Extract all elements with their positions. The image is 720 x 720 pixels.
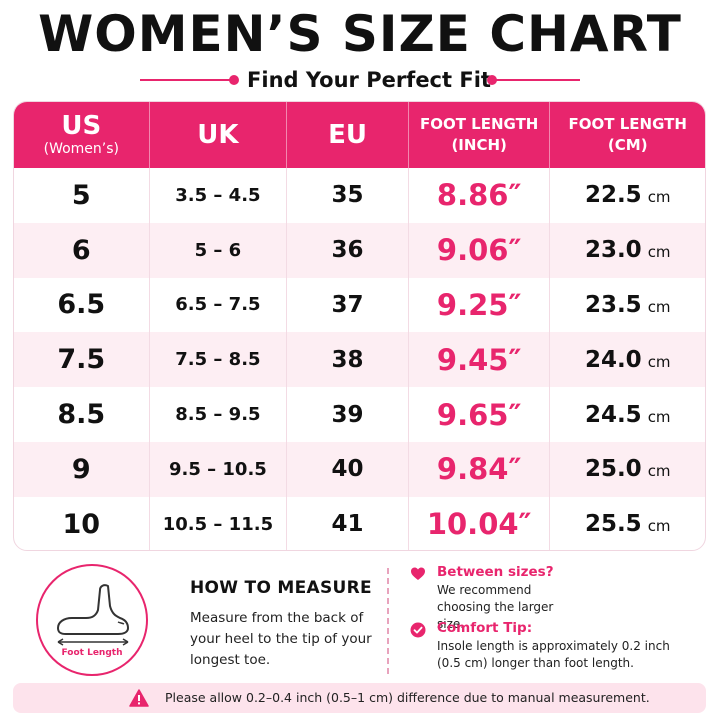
cell-us: 6	[14, 222, 150, 278]
cell-us: 10	[14, 496, 150, 550]
header-cm-line2: (CM)	[607, 136, 648, 154]
cell-cm: 23.0 cm	[550, 223, 705, 278]
table-row: 10 10.5 – 11.5 41 10.04″ 25.5 cm	[14, 496, 705, 550]
cell-us: 9	[14, 441, 150, 497]
heart-icon	[411, 567, 425, 580]
cm-value: 25.5	[584, 511, 642, 538]
measurement-notice: Please allow 0.2–0.4 inch (0.5–1 cm) dif…	[13, 683, 706, 713]
table-row: 7.5 7.5 – 8.5 38 9.45″ 24.0 cm	[14, 332, 705, 388]
cell-cm: 23.5 cm	[550, 278, 705, 333]
size-table: US (Women’s) UK EU FOOT LENGTH (INCH) FO…	[13, 101, 706, 551]
header-us: US (Women’s)	[14, 102, 150, 168]
section-divider	[387, 568, 389, 674]
table-header: US (Women’s) UK EU FOOT LENGTH (INCH) FO…	[14, 102, 705, 168]
page-subtitle: Find Your Perfect Fit	[247, 68, 491, 92]
header-inch-line2: (INCH)	[451, 136, 507, 154]
foot-outline-icon	[57, 584, 129, 646]
cell-uk: 9.5 – 10.5	[150, 441, 288, 497]
table-row: 9 9.5 – 10.5 40 9.84″ 25.0 cm	[14, 441, 705, 497]
cell-eu: 36	[287, 222, 409, 278]
subtitle-divider-right	[494, 79, 580, 81]
warning-icon	[129, 689, 149, 707]
cell-cm: 24.0 cm	[550, 332, 705, 387]
cm-unit: cm	[647, 297, 671, 316]
table-row: 5 3.5 – 4.5 35 8.86″ 22.5 cm	[14, 168, 705, 223]
cm-unit: cm	[647, 407, 671, 426]
cm-unit: cm	[647, 517, 671, 536]
cell-eu: 38	[287, 332, 409, 388]
cell-uk: 8.5 – 9.5	[150, 387, 288, 442]
cm-unit: cm	[647, 188, 671, 207]
table-row: 8.5 8.5 – 9.5 39 9.65″ 24.5 cm	[14, 387, 705, 442]
cell-cm: 22.5 cm	[550, 168, 705, 223]
tip-text: We recommend choosing the larger size.	[437, 583, 554, 631]
tip-text: Insole length is approximately 0.2 inch …	[437, 639, 670, 670]
cell-eu: 35	[287, 168, 409, 223]
cm-unit: cm	[647, 243, 671, 262]
how-to-measure-text: Measure from the back of your heel to th…	[190, 610, 372, 668]
header-eu: EU	[287, 102, 409, 168]
cell-eu: 41	[287, 496, 409, 550]
header-us-label: US	[61, 111, 102, 141]
subtitle-dot-right	[487, 75, 497, 85]
how-to-measure-title: HOW TO MEASURE	[190, 578, 372, 598]
foot-measure-illustration: Foot Length	[36, 564, 148, 676]
cm-value: 24.5	[584, 401, 642, 428]
how-to-measure-section: Foot Length HOW TO MEASURE Measure from …	[0, 556, 720, 682]
header-inch-line1: FOOT LENGTH	[419, 115, 539, 133]
cell-us: 7.5	[14, 332, 150, 388]
header-uk: UK	[150, 102, 288, 168]
cm-value: 25.0	[584, 456, 642, 483]
cell-us: 6.5	[14, 277, 150, 333]
cell-uk: 6.5 – 7.5	[150, 277, 288, 333]
header-uk-label: UK	[197, 120, 239, 150]
foot-length-label: Foot Length	[61, 648, 123, 658]
header-cm-line1: FOOT LENGTH	[568, 115, 687, 133]
cell-inch: 10.04″	[409, 496, 551, 550]
table-row: 6 5 – 6 36 9.06″ 23.0 cm	[14, 222, 705, 278]
cell-us: 8.5	[14, 387, 150, 442]
cell-eu: 39	[287, 387, 409, 442]
cell-us: 5	[14, 168, 150, 223]
header-foot-length-cm: FOOT LENGTH (CM)	[550, 102, 705, 168]
cell-inch: 9.25″	[409, 277, 551, 333]
cm-value: 23.5	[584, 291, 642, 318]
cell-cm: 25.5 cm	[550, 497, 705, 550]
header-eu-label: EU	[328, 120, 367, 150]
cell-uk: 10.5 – 11.5	[150, 496, 288, 550]
cell-eu: 37	[287, 277, 409, 333]
table-row: 6.5 6.5 – 7.5 37 9.25″ 23.5 cm	[14, 277, 705, 333]
cell-inch: 8.86″	[409, 168, 551, 223]
notice-text: Please allow 0.2–0.4 inch (0.5–1 cm) dif…	[165, 690, 650, 705]
cm-value: 22.5	[584, 182, 642, 209]
subtitle-divider-left	[140, 79, 232, 81]
cell-inch: 9.65″	[409, 387, 551, 442]
check-circle-icon	[410, 622, 426, 638]
cell-uk: 7.5 – 8.5	[150, 332, 288, 388]
cell-inch: 9.45″	[409, 332, 551, 388]
header-us-sublabel: (Women’s)	[43, 141, 119, 157]
cell-inch: 9.84″	[409, 441, 551, 497]
subtitle-dot-left	[229, 75, 239, 85]
cell-cm: 25.0 cm	[550, 442, 705, 497]
header-foot-length-inch: FOOT LENGTH (INCH)	[409, 102, 551, 168]
tip-title: Comfort Tip:	[437, 620, 533, 636]
cell-inch: 9.06″	[409, 222, 551, 278]
cm-unit: cm	[647, 462, 671, 481]
subtitle-row: Find Your Perfect Fit	[140, 64, 580, 96]
tip-title: Between sizes?	[437, 564, 554, 580]
table-body: 5 3.5 – 4.5 35 8.86″ 22.5 cm 6 5 – 6 36 9…	[14, 168, 705, 550]
cell-uk: 5 – 6	[150, 222, 288, 278]
cell-eu: 40	[287, 441, 409, 497]
cm-unit: cm	[647, 352, 671, 371]
cm-value: 23.0	[584, 237, 642, 264]
cell-uk: 3.5 – 4.5	[150, 168, 288, 223]
cell-cm: 24.5 cm	[550, 387, 705, 442]
cm-value: 24.0	[584, 346, 642, 373]
page-title: WOMEN’S SIZE CHART	[38, 5, 682, 63]
